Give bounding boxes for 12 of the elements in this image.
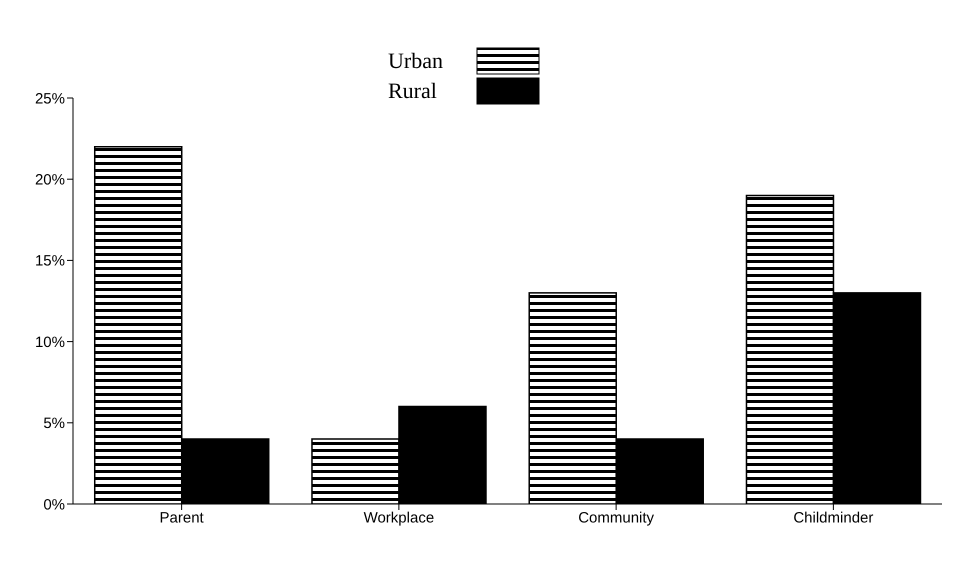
legend-label: Urban (388, 48, 444, 74)
y-tick-label: 5% (43, 415, 65, 432)
y-tick-label: 10% (34, 334, 65, 351)
x-tick-label: Community (578, 510, 655, 527)
x-tick-label: Workplace (364, 510, 434, 527)
y-tick-label: 25% (34, 90, 65, 108)
x-tick-label: Parent (160, 510, 205, 527)
x-tick-label: Childminder (793, 510, 874, 527)
y-tick-label: 15% (34, 252, 65, 270)
y-tick-label: 20% (34, 172, 65, 189)
legend-label: Rural (388, 78, 438, 104)
y-tick-label: 0% (43, 496, 65, 514)
